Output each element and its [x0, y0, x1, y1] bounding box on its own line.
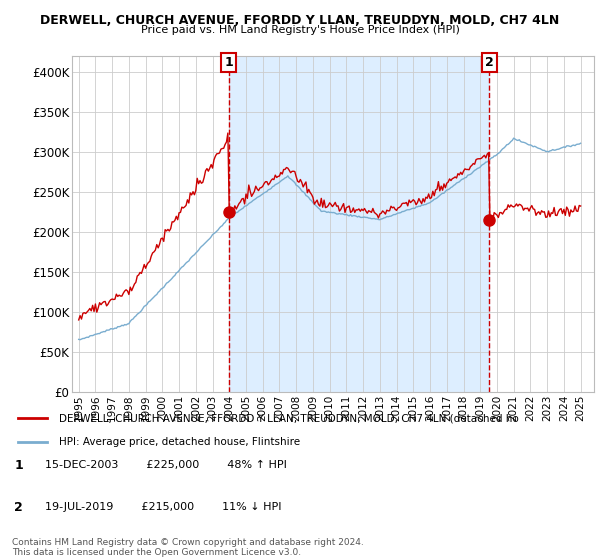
Text: Contains HM Land Registry data © Crown copyright and database right 2024.
This d: Contains HM Land Registry data © Crown c…	[12, 538, 364, 557]
Text: 2: 2	[14, 501, 23, 514]
Text: 19-JUL-2019        £215,000        11% ↓ HPI: 19-JUL-2019 £215,000 11% ↓ HPI	[45, 502, 281, 512]
Text: DERWELL, CHURCH AVENUE, FFORDD Y LLAN, TREUDDYN, MOLD, CH7 4LN (detached ho: DERWELL, CHURCH AVENUE, FFORDD Y LLAN, T…	[59, 413, 518, 423]
Text: 1: 1	[224, 56, 233, 69]
Text: Price paid vs. HM Land Registry's House Price Index (HPI): Price paid vs. HM Land Registry's House …	[140, 25, 460, 35]
Text: DERWELL, CHURCH AVENUE, FFORDD Y LLAN, TREUDDYN, MOLD, CH7 4LN: DERWELL, CHURCH AVENUE, FFORDD Y LLAN, T…	[40, 14, 560, 27]
Text: 2: 2	[485, 56, 494, 69]
Text: 1: 1	[14, 459, 23, 472]
Text: 15-DEC-2003        £225,000        48% ↑ HPI: 15-DEC-2003 £225,000 48% ↑ HPI	[45, 460, 287, 470]
Text: HPI: Average price, detached house, Flintshire: HPI: Average price, detached house, Flin…	[59, 436, 300, 446]
Bar	[229, 56, 489, 392]
